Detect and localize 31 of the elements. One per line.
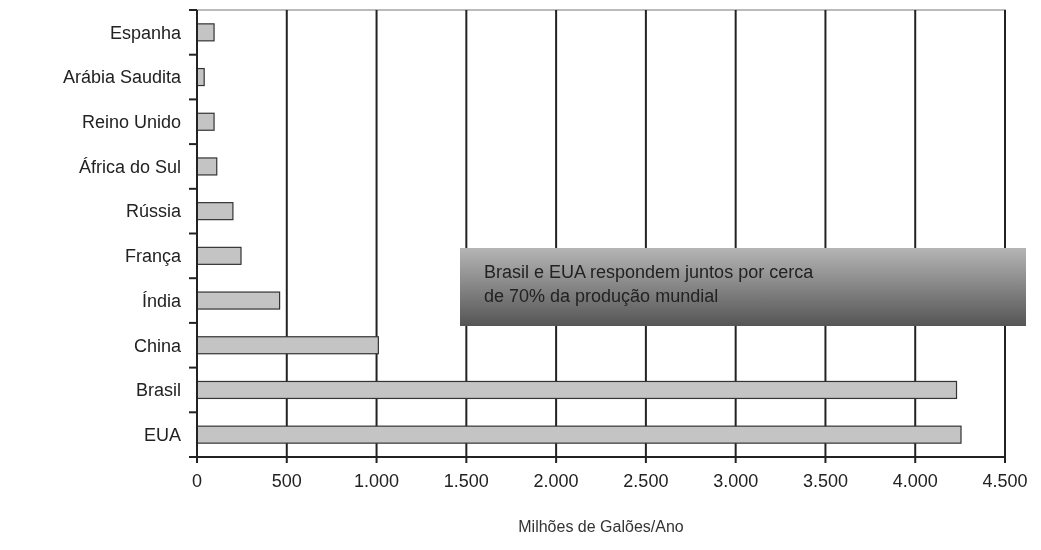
x-tick-label: 2.000 xyxy=(533,471,579,491)
x-tick-label: 3.500 xyxy=(802,471,848,491)
y-tick-label: África do Sul xyxy=(78,156,181,177)
x-tick-label: 0 xyxy=(191,471,203,491)
x-tick-label: 4.000 xyxy=(892,471,938,491)
y-tick-label: Rússia xyxy=(125,201,182,222)
x-tick-label: 4.500 xyxy=(982,471,1028,491)
y-tick-label: China xyxy=(133,335,182,356)
bar xyxy=(196,380,958,400)
bar xyxy=(196,202,234,221)
y-tick-label: Espanha xyxy=(109,22,182,43)
x-tick-label: 500 xyxy=(271,471,302,491)
x-tick-label: 2.500 xyxy=(623,471,669,491)
bar xyxy=(196,336,379,355)
x-axis-title: Milhões de Galões/Ano xyxy=(518,518,684,535)
annotation: Brasil e EUA respondem juntos por cerca de 70% da produção mundial xyxy=(484,262,815,306)
y-tick-label: França xyxy=(124,246,182,267)
bar xyxy=(196,23,215,42)
bar xyxy=(196,291,281,310)
y-tick-label: Índia xyxy=(141,290,182,311)
y-tick-label: Brasil xyxy=(135,380,181,401)
bar xyxy=(196,246,242,265)
y-tick-label: Reino Unido xyxy=(81,112,181,133)
bar xyxy=(196,112,215,131)
bar xyxy=(196,425,962,444)
x-tick-label: 1.500 xyxy=(443,471,489,491)
y-tick-label: Arábia Saudita xyxy=(62,67,182,88)
y-tick-label: EUA xyxy=(143,424,181,445)
bar xyxy=(196,157,218,176)
x-tick-label: 1.000 xyxy=(354,471,400,491)
x-tick-label: 3.000 xyxy=(713,471,759,491)
